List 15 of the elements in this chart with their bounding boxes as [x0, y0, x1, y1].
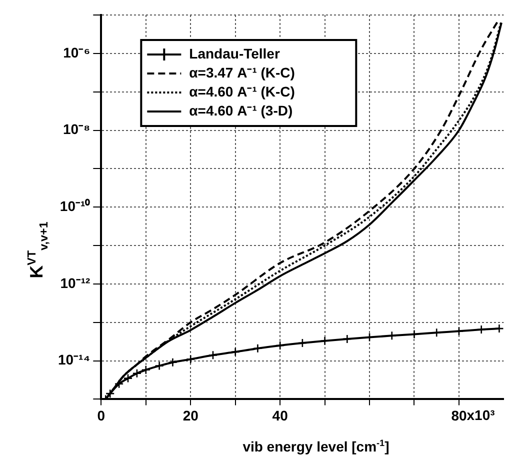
x-tick-label: 0 — [97, 407, 106, 424]
y-tick-label: 10⁻⁶ — [63, 44, 90, 60]
y-tick-label: 10⁻⁸ — [62, 121, 90, 138]
legend-label: α=4.60 A⁻¹ (3-D) — [189, 102, 293, 118]
x-tick-label: 20 — [182, 407, 199, 424]
legend-label: α=3.47 A⁻¹ (K-C) — [189, 64, 295, 80]
x-axis-title: vib energy level [cm$^{-1}$] — [242, 438, 390, 455]
legend-label: Landau-Teller — [189, 45, 280, 62]
y-tick-label: 10⁻¹⁴ — [58, 352, 90, 368]
x-tick-label: 40 — [272, 407, 288, 424]
y-tick-label: 10⁻¹² — [60, 274, 90, 291]
y-tick-label: 10⁻¹⁰ — [60, 198, 90, 214]
x-tick-label: 80 — [451, 407, 467, 424]
text: x10³ — [466, 407, 496, 424]
legend-label: α=4.60 A⁻¹ (K-C) — [189, 83, 295, 100]
